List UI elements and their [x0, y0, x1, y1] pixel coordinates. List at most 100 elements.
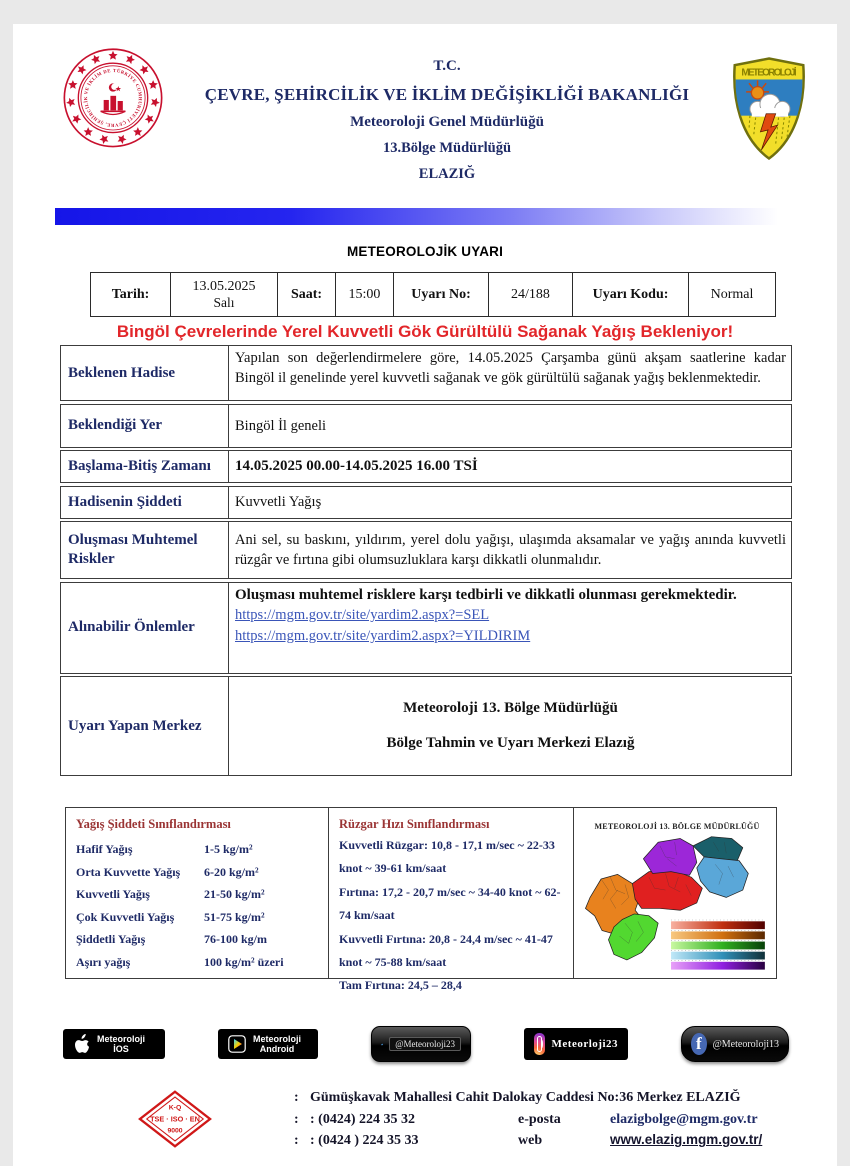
cert-9000: 9000 — [167, 1128, 182, 1135]
rain-name: Şiddetli Yağış — [76, 932, 146, 946]
header: TÜRKİYE CUMHURİYETİ ÇEVRE, ŞEHİRCİLİK VE… — [13, 24, 837, 182]
rain-class-row: Çok Kuvvetli Yağış 51-75 kg/m² — [76, 910, 320, 925]
instagram-icon — [534, 1033, 545, 1055]
wind-classification: Rüzgar Hızı Sınıflandırması Kuvvetli Rüz… — [329, 808, 574, 992]
tse-iso-en-logo: K-Q TSE · ISO · EN 9000 — [138, 1090, 212, 1148]
footer-contact: : Gümüşkavak Mahallesi Cahit Dalokay Cad… — [294, 1087, 762, 1152]
row-label: Oluşması Muhtemel Riskler — [61, 522, 229, 578]
table-row: Başlama-Bitiş Zamanı 14.05.2025 00.00-14… — [60, 450, 792, 483]
facebook-handle: @Meteoroloji13 — [712, 1038, 779, 1050]
tarih-label: Tarih: — [90, 272, 171, 317]
android-app-button[interactable]: Meteoroloji Android — [218, 1029, 318, 1059]
tarih-value: 13.05.2025 Salı — [170, 272, 278, 317]
wind-class-title: Rüzgar Hızı Sınıflandırması — [339, 817, 490, 831]
row-content: 14.05.2025 00.00-14.05.2025 16.00 TSİ — [235, 458, 478, 475]
rain-range: 6-20 kg/m² — [204, 864, 259, 879]
wind-class-line: Tam Fırtına: 24,5 – 28,4 — [339, 978, 462, 993]
uyari-kodu-label: Uyarı Kodu: — [572, 272, 689, 317]
header-mgm: Meteoroloji Genel Müdürlüğü — [350, 114, 544, 130]
table-row: Oluşması Muhtemel Riskler Ani sel, su ba… — [60, 521, 792, 579]
colon: : — [294, 1111, 299, 1127]
wind-class-line: Kuvvetli Rüzgar: 10,8 - 17,1 m/sec ~ 22-… — [339, 838, 555, 876]
table-row: Uyarı Yapan Merkez Meteoroloji 13. Bölge… — [60, 676, 792, 776]
precaution-text: Oluşması muhtemel risklere karşı tedbirl… — [235, 586, 737, 603]
table-row: Alınabilir Önlemler Oluşması muhtemel ri… — [60, 581, 792, 674]
row-content: Kuvvetli Yağış — [235, 494, 322, 510]
map-legend — [671, 919, 765, 970]
footer: K-Q TSE · ISO · EN 9000 : Gümüşkavak Mah… — [13, 1087, 837, 1152]
row-content: Yapılan son değerlendirmelere göre, 14.0… — [235, 350, 786, 386]
rain-name: Aşırı yağış — [76, 954, 131, 969]
web-label: web — [518, 1133, 543, 1149]
rain-class-row: Şiddetli Yağış 76-100 kg/m — [76, 932, 320, 947]
table-row: Beklendiği Yer Bingöl İl geneli — [60, 403, 792, 448]
twitter-handle: @Meteoroloji23 — [389, 1037, 461, 1051]
rain-class-row: Hafif Yağış 1-5 kg/m² — [76, 842, 320, 857]
wind-class-line: Fırtına: 17,2 - 20,7 m/sec ~ 34-40 knot … — [339, 884, 561, 923]
warning-info-table: Tarih: 13.05.2025 Salı Saat: 15:00 Uyarı… — [90, 272, 776, 317]
row-label: Beklenen Hadise — [61, 346, 229, 400]
footer-phone2-row: : : (0424 ) 224 35 33 web www.elazig.mgm… — [294, 1130, 762, 1152]
footer-phone1-row: : : (0424) 224 35 32 e-posta elazigbolge… — [294, 1109, 762, 1131]
rain-class-row: Kuvvetli Yağış 21-50 kg/m² — [76, 887, 320, 902]
rain-name: Çok Kuvvetli Yağış — [76, 909, 175, 924]
shield-label: METEOROLOJİ — [741, 66, 796, 79]
tarih-date: 13.05.2025 — [192, 278, 256, 294]
rain-range: 100 kg/m² üzeri — [204, 954, 284, 969]
meteoroloji-shield-logo: METEOROLOJİ — [733, 57, 805, 161]
rain-range: 51-75 kg/m² — [204, 909, 265, 924]
ios-app-button[interactable]: Meteoroloji İOS — [63, 1029, 165, 1059]
saat-label: Saat: — [277, 272, 336, 317]
document-page: TÜRKİYE CUMHURİYETİ ÇEVRE, ŞEHİRCİLİK VE… — [13, 24, 837, 1166]
region-map-panel: METEOROLOJİ 13. BÖLGE MÜDÜRLÜĞÜ — [574, 808, 780, 978]
row-content: Meteoroloji 13. Bölge Müdürlüğü Bölge Ta… — [229, 677, 791, 775]
rain-name: Hafif Yağış — [76, 842, 133, 856]
footer-phone2: : (0424 ) 224 35 33 — [310, 1133, 419, 1149]
rain-classification: Yağış Şiddeti Sınıflandırması Hafif Yağı… — [66, 808, 329, 978]
row-label: Beklendiği Yer — [61, 404, 229, 447]
uyari-no-label: Uyarı No: — [393, 272, 489, 317]
twitter-button[interactable]: @Meteoroloji23 — [371, 1026, 471, 1062]
uyari-no-value: 24/188 — [488, 272, 573, 317]
footer-phone1: : (0424) 224 35 32 — [310, 1111, 415, 1127]
header-tc: T.C. — [433, 58, 461, 74]
ios-line2: İOS — [113, 1044, 129, 1054]
instagram-button[interactable]: Meteorloji23 — [524, 1028, 628, 1060]
facebook-button[interactable]: f @Meteoroloji13 — [681, 1026, 789, 1062]
blue-gradient-bar — [55, 208, 793, 225]
link-sel[interactable]: https://mgm.gov.tr/site/yardim2.aspx?=SE… — [235, 606, 490, 623]
row-label: Hadisenin Şiddeti — [61, 486, 229, 518]
row-content: Oluşması muhtemel risklere karşı tedbirl… — [229, 583, 791, 673]
header-city: ELAZIĞ — [418, 166, 476, 182]
rain-class-row: Aşırı yağış 100 kg/m² üzeri — [76, 955, 320, 970]
seal-emblem — [100, 83, 126, 116]
row-label: Alınabilir Önlemler — [61, 582, 229, 673]
link-yildirim[interactable]: https://mgm.gov.tr/site/yardim2.aspx?=YI… — [235, 627, 531, 644]
colon: : — [294, 1090, 299, 1105]
region-map — [585, 836, 765, 970]
wind-class-line: Kuvvetli Fırtına: 20,8 - 24,4 m/sec ~ 41… — [339, 931, 553, 969]
info-table-row: Tarih: 13.05.2025 Salı Saat: 15:00 Uyarı… — [90, 272, 776, 317]
rain-range: 21-50 kg/m² — [204, 887, 265, 901]
header-region: 13.Bölge Müdürlüğü — [382, 140, 512, 156]
android-line1: Meteoroloji — [253, 1033, 302, 1044]
classification-box: Yağış Şiddeti Sınıflandırması Hafif Yağı… — [65, 807, 780, 992]
warning-title: METEOROLOJİK UYARI — [346, 244, 504, 259]
website-link[interactable]: www.elazig.mgm.gov.tr/ — [610, 1132, 763, 1148]
map-title: METEOROLOJİ 13. BÖLGE MÜDÜRLÜĞÜ — [594, 822, 760, 831]
table-row: Hadisenin Şiddeti Kuvvetli Yağış — [60, 485, 792, 519]
issuing-center-line1: Meteoroloji 13. Bölge Müdürlüğü — [403, 700, 618, 717]
footer-address: Gümüşkavak Mahallesi Cahit Dalokay Cadde… — [310, 1090, 741, 1105]
facebook-icon: f — [691, 1033, 707, 1055]
cert-tse: TSE · ISO · EN — [150, 1114, 200, 1123]
rain-name: Orta Kuvvette Yağış — [76, 864, 181, 879]
row-content: Bingöl İl geneli — [235, 417, 327, 434]
warning-headline: Bingöl Çevrelerinde Yerel Kuvvetli Gök G… — [116, 322, 734, 341]
header-titles: T.C. ÇEVRE, ŞEHİRCİLİK VE İKLİM DEĞİŞİKL… — [165, 42, 729, 183]
ios-line1: Meteoroloji — [97, 1033, 146, 1044]
google-play-icon — [228, 1035, 246, 1053]
eposta-value: elazigbolge@mgm.gov.tr — [610, 1111, 758, 1127]
header-ministry: ÇEVRE, ŞEHİRCİLİK VE İKLİM DEĞİŞİKLİĞİ B… — [204, 85, 690, 104]
rain-class-title: Yağış Şiddeti Sınıflandırması — [76, 817, 231, 831]
row-label: Başlama-Bitiş Zamanı — [61, 451, 229, 482]
